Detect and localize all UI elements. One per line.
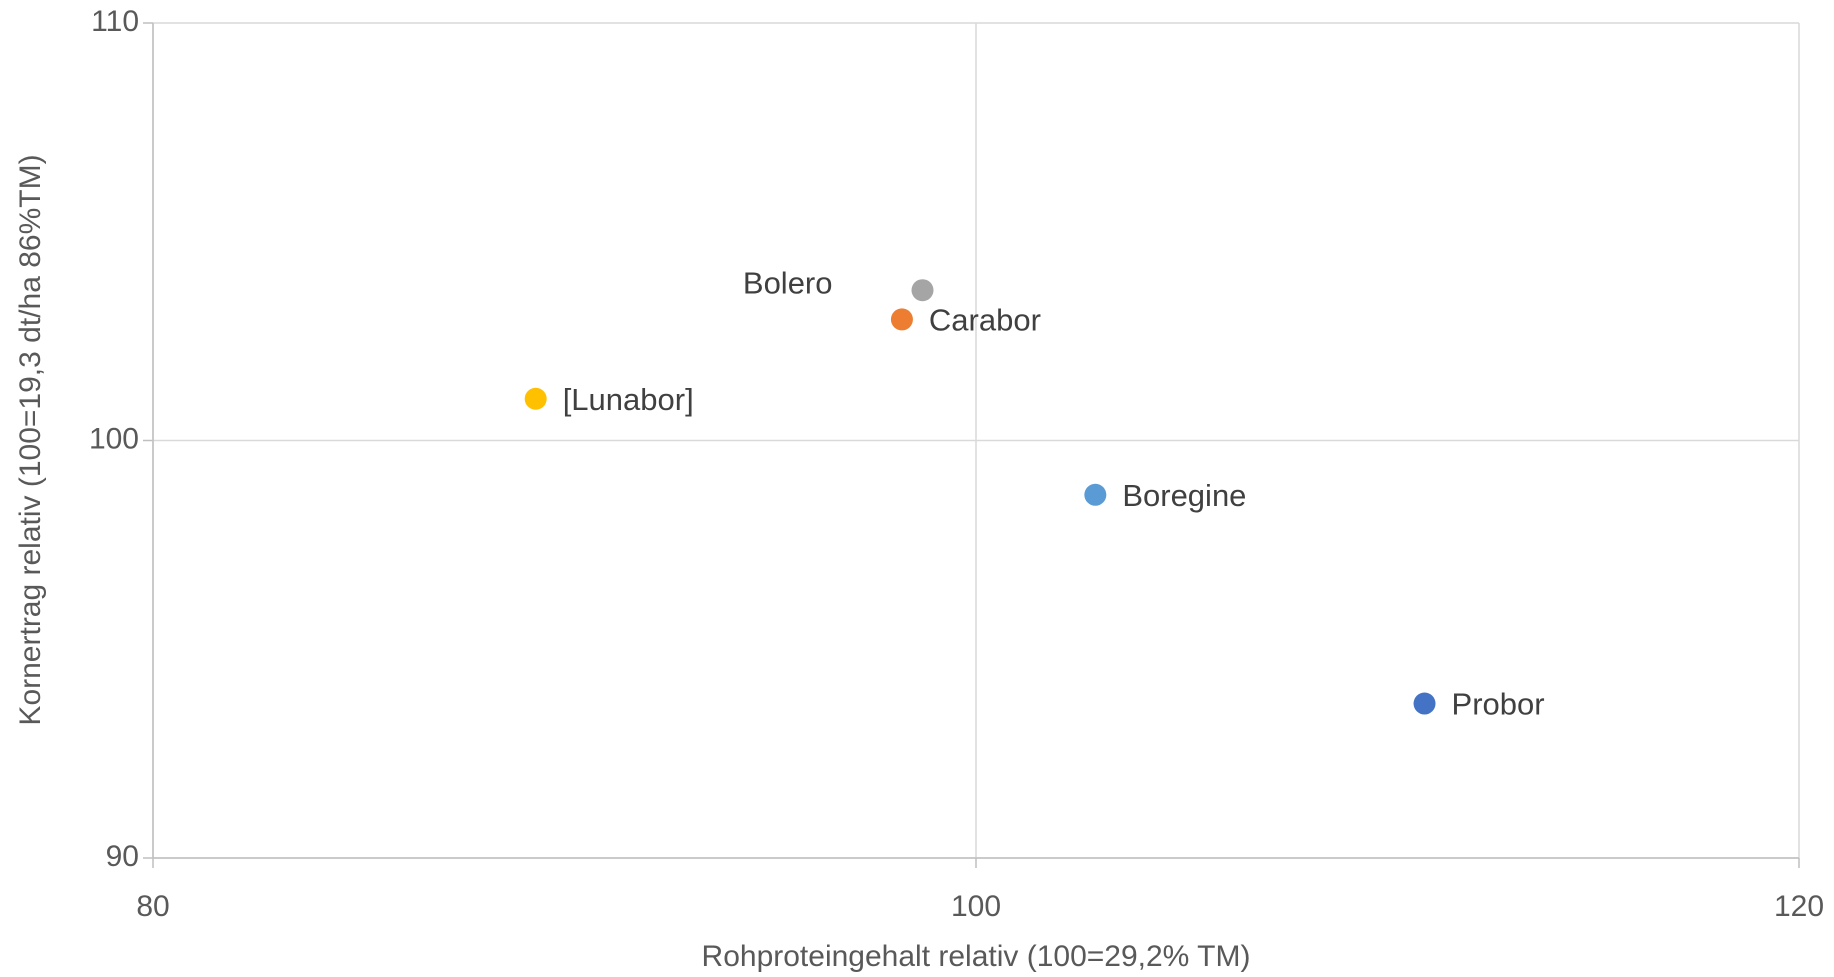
point (1413, 692, 1436, 715)
x-tick-label: 100 (951, 890, 1001, 923)
y-tick-label: 100 (89, 422, 139, 455)
x-tick-label: 120 (1774, 890, 1824, 923)
point (524, 387, 547, 410)
point-label: [Lunabor] (563, 382, 694, 417)
point-label: Boregine (1122, 478, 1246, 513)
y-tick-label: 110 (91, 5, 139, 38)
point (1084, 483, 1107, 506)
point (890, 308, 913, 331)
x-tick-label: 80 (136, 890, 169, 923)
point (911, 279, 934, 302)
y-axis-label: Kornertrag relativ (100=19,3 dt/ha 86%TM… (14, 154, 47, 725)
x-axis-label: Rohproteingehalt relativ (100=29,2% TM) (702, 940, 1251, 973)
point-label: Probor (1452, 687, 1545, 722)
point-label: Carabor (929, 303, 1041, 338)
y-tick-label: 90 (106, 840, 139, 873)
point-label: Bolero (743, 265, 833, 300)
